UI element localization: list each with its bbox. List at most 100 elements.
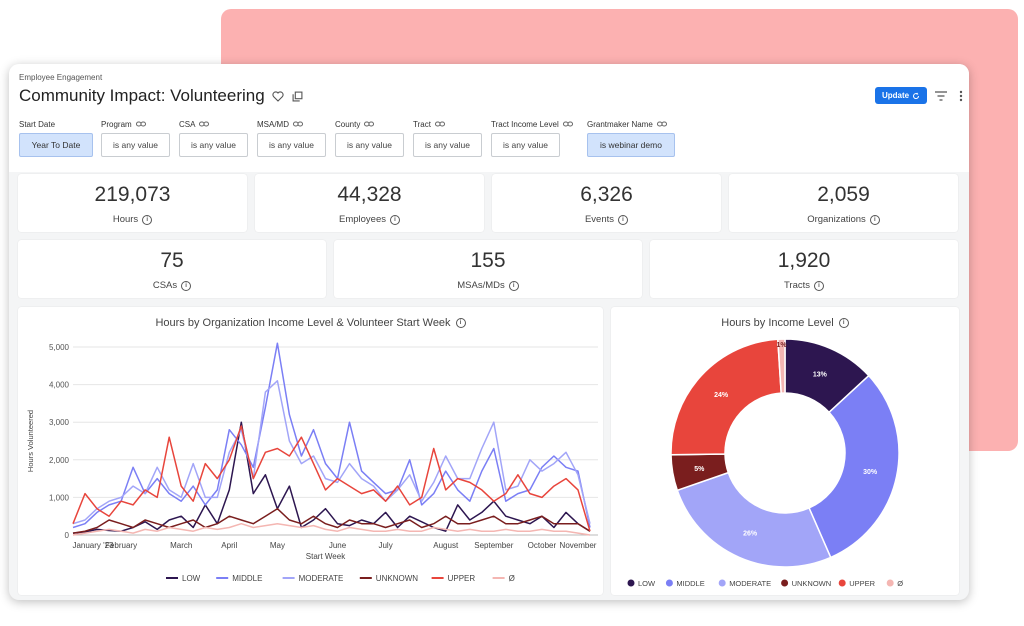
link-icon[interactable] — [364, 120, 375, 129]
x-axis-label: Start Week — [306, 552, 346, 561]
filter-value-input[interactable]: is any value — [101, 133, 170, 157]
legend-swatch — [886, 579, 894, 587]
breadcrumb[interactable]: Employee Engagement — [19, 73, 103, 82]
kpi-label-row: CSAs i — [18, 280, 326, 291]
filter-label-text: Program — [101, 119, 132, 129]
legend-label[interactable]: MIDDLE — [676, 579, 704, 588]
info-icon[interactable]: i — [142, 214, 153, 225]
filter-6: Tract Income Level is any value — [491, 118, 573, 157]
filter-label-text: County — [335, 119, 361, 129]
legend-label[interactable]: LOW — [182, 574, 201, 583]
x-tick-label: January '23 — [72, 541, 114, 550]
kpi-value: 2,059 — [817, 183, 870, 206]
copy-icon[interactable] — [291, 89, 305, 103]
filter-label-text: Grantmaker Name — [587, 119, 653, 129]
filter-value-input[interactable]: is any value — [179, 133, 248, 157]
heart-icon[interactable] — [271, 89, 285, 103]
filter-label-text: Tract Income Level — [491, 119, 559, 129]
legend-label[interactable]: UPPER — [849, 579, 875, 588]
kpi-card-events[interactable]: 6,326 Events i — [492, 174, 721, 232]
filter-value-input[interactable]: is any value — [413, 133, 482, 157]
series-line-unknown[interactable] — [72, 507, 591, 534]
donut-slice-upper[interactable] — [670, 338, 782, 456]
legend-label[interactable]: Ø — [897, 579, 903, 588]
filter-value-input[interactable]: is any value — [257, 133, 326, 157]
kpi-card-tracts[interactable]: 1,920 Tracts i — [650, 240, 958, 298]
refresh-icon — [913, 92, 920, 99]
series-line-upper[interactable] — [72, 425, 591, 532]
page-title: Community Impact: Volunteering — [19, 86, 265, 105]
kpi-label-row: Hours i — [18, 214, 247, 225]
filter-label: CSA — [179, 118, 248, 130]
y-axis-label: Hours Volunteered — [26, 410, 35, 472]
info-icon[interactable]: i — [455, 318, 466, 328]
link-icon[interactable] — [199, 120, 210, 129]
kpi-label-row: Tracts i — [650, 280, 958, 291]
info-icon[interactable]: i — [508, 280, 519, 291]
donut-slice-null[interactable] — [776, 338, 786, 394]
x-tick-label: June — [329, 541, 347, 550]
filter-2: CSA is any value — [179, 118, 248, 157]
filter-label: Tract — [413, 118, 482, 130]
pie-chart-title-row: Hours by Income Level i — [611, 317, 959, 329]
link-icon[interactable] — [434, 120, 445, 129]
filter-label: Tract Income Level — [491, 118, 573, 130]
dashboard-header: Employee Engagement Community Impact: Vo… — [9, 64, 969, 172]
kpi-label-row: Events i — [492, 214, 721, 225]
filter-value-input[interactable]: is any value — [335, 133, 404, 157]
legend-label[interactable]: MODERATE — [299, 574, 344, 583]
legend-label[interactable]: Ø — [509, 574, 515, 583]
kpi-label-row: MSAs/MDs i — [334, 280, 642, 291]
filter-icon[interactable] — [934, 89, 948, 103]
kpi-label: Events — [584, 214, 615, 225]
info-icon[interactable]: i — [181, 280, 192, 291]
series-line-middle[interactable] — [72, 342, 591, 529]
series-line-moderate[interactable] — [72, 380, 591, 525]
link-icon[interactable] — [293, 120, 303, 129]
filter-label: Grantmaker Name — [587, 118, 675, 130]
update-button-label: Update — [881, 91, 910, 100]
pie-chart-title: Hours by Income Level — [721, 317, 834, 329]
filter-4: County is any value — [335, 118, 404, 157]
filter-value-input[interactable]: is any value — [491, 133, 560, 157]
slice-label: 5% — [694, 466, 705, 473]
filter-7: Grantmaker Name is webinar demo — [587, 118, 675, 157]
legend-label[interactable]: MIDDLE — [232, 574, 262, 583]
info-icon[interactable]: i — [814, 280, 825, 291]
filter-0: Start Date Year To Date — [19, 118, 93, 157]
info-icon[interactable]: i — [618, 214, 629, 225]
kpi-card-csas[interactable]: 75 CSAs i — [18, 240, 326, 298]
legend-label[interactable]: UNKNOWN — [792, 579, 832, 588]
kpi-card-organizations[interactable]: 2,059 Organizations i — [729, 174, 958, 232]
info-icon[interactable]: i — [838, 318, 849, 328]
kpi-card-msas-mds[interactable]: 155 MSAs/MDs i — [334, 240, 642, 298]
link-icon[interactable] — [135, 120, 146, 129]
donut-slice-moderate[interactable] — [676, 471, 832, 568]
info-icon[interactable]: i — [869, 214, 880, 225]
kpi-value: 75 — [160, 249, 184, 272]
title-row: Community Impact: Volunteering — [19, 86, 305, 106]
slice-label: 13% — [813, 371, 828, 378]
legend-label[interactable]: UNKNOWN — [376, 574, 418, 583]
legend-swatch — [627, 579, 635, 587]
more-options-icon[interactable] — [954, 89, 968, 103]
link-icon[interactable] — [562, 120, 573, 129]
kpi-value: 1,920 — [777, 249, 831, 272]
x-tick-label: May — [270, 541, 285, 550]
filter-value-input[interactable]: is webinar demo — [587, 133, 675, 157]
kpi-label-row: Organizations i — [729, 214, 958, 225]
legend-label[interactable]: UPPER — [448, 574, 476, 583]
series-line-null[interactable] — [72, 522, 591, 536]
info-icon[interactable]: i — [390, 214, 400, 225]
kpi-card-hours[interactable]: 219,073 Hours i — [18, 174, 247, 232]
legend-label[interactable]: LOW — [638, 579, 656, 588]
link-icon[interactable] — [656, 120, 667, 129]
series-line-low[interactable] — [72, 421, 591, 534]
kpi-card-employees[interactable]: 44,328 Employees i — [255, 174, 484, 232]
legend-label[interactable]: MODERATE — [729, 579, 771, 588]
update-button[interactable]: Update — [875, 87, 927, 104]
donut-slice-middle[interactable] — [808, 374, 900, 559]
x-tick-label: February — [105, 541, 137, 550]
filter-value-input[interactable]: Year To Date — [19, 133, 93, 157]
kpi-value: 6,326 — [580, 183, 633, 206]
